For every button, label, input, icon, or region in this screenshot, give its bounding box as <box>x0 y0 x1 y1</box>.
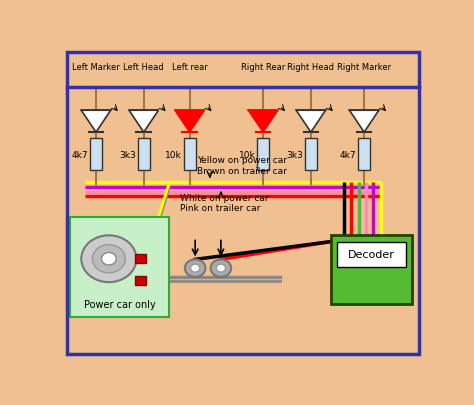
Text: 10k: 10k <box>239 150 255 159</box>
Bar <box>257 139 269 170</box>
Text: Power car only: Power car only <box>84 299 156 309</box>
Bar <box>337 242 406 267</box>
Text: 4k7: 4k7 <box>72 150 88 159</box>
Polygon shape <box>248 111 278 133</box>
Text: Right Head: Right Head <box>287 63 334 72</box>
Text: 3k3: 3k3 <box>119 150 136 159</box>
Circle shape <box>101 253 116 265</box>
Bar <box>135 276 146 286</box>
Polygon shape <box>129 111 158 133</box>
Bar <box>90 139 102 170</box>
Polygon shape <box>175 111 204 133</box>
Circle shape <box>92 245 125 273</box>
Bar <box>184 139 196 170</box>
Circle shape <box>82 236 137 283</box>
Polygon shape <box>349 111 379 133</box>
Text: Left Head: Left Head <box>123 63 164 72</box>
Bar <box>358 139 370 170</box>
Text: Decoder: Decoder <box>348 249 395 260</box>
Text: Right Marker: Right Marker <box>337 63 391 72</box>
Bar <box>331 236 412 304</box>
Bar <box>70 217 170 317</box>
Text: Right Rear: Right Rear <box>241 63 285 72</box>
Text: 4k7: 4k7 <box>340 150 356 159</box>
Circle shape <box>191 264 200 273</box>
Text: 10k: 10k <box>165 150 182 159</box>
Bar <box>305 139 317 170</box>
Text: White on power car
Pink on trailer car: White on power car Pink on trailer car <box>181 193 269 213</box>
Bar <box>135 254 146 264</box>
Polygon shape <box>296 111 326 133</box>
Text: Left Marker: Left Marker <box>72 63 120 72</box>
Polygon shape <box>82 111 110 133</box>
Text: 3k3: 3k3 <box>286 150 303 159</box>
Circle shape <box>210 260 231 277</box>
Bar <box>138 139 150 170</box>
Text: Yellow on power car
Brown on trailer car: Yellow on power car Brown on trailer car <box>197 156 287 175</box>
Circle shape <box>185 260 205 277</box>
Text: Left rear: Left rear <box>172 63 208 72</box>
Circle shape <box>216 264 226 273</box>
